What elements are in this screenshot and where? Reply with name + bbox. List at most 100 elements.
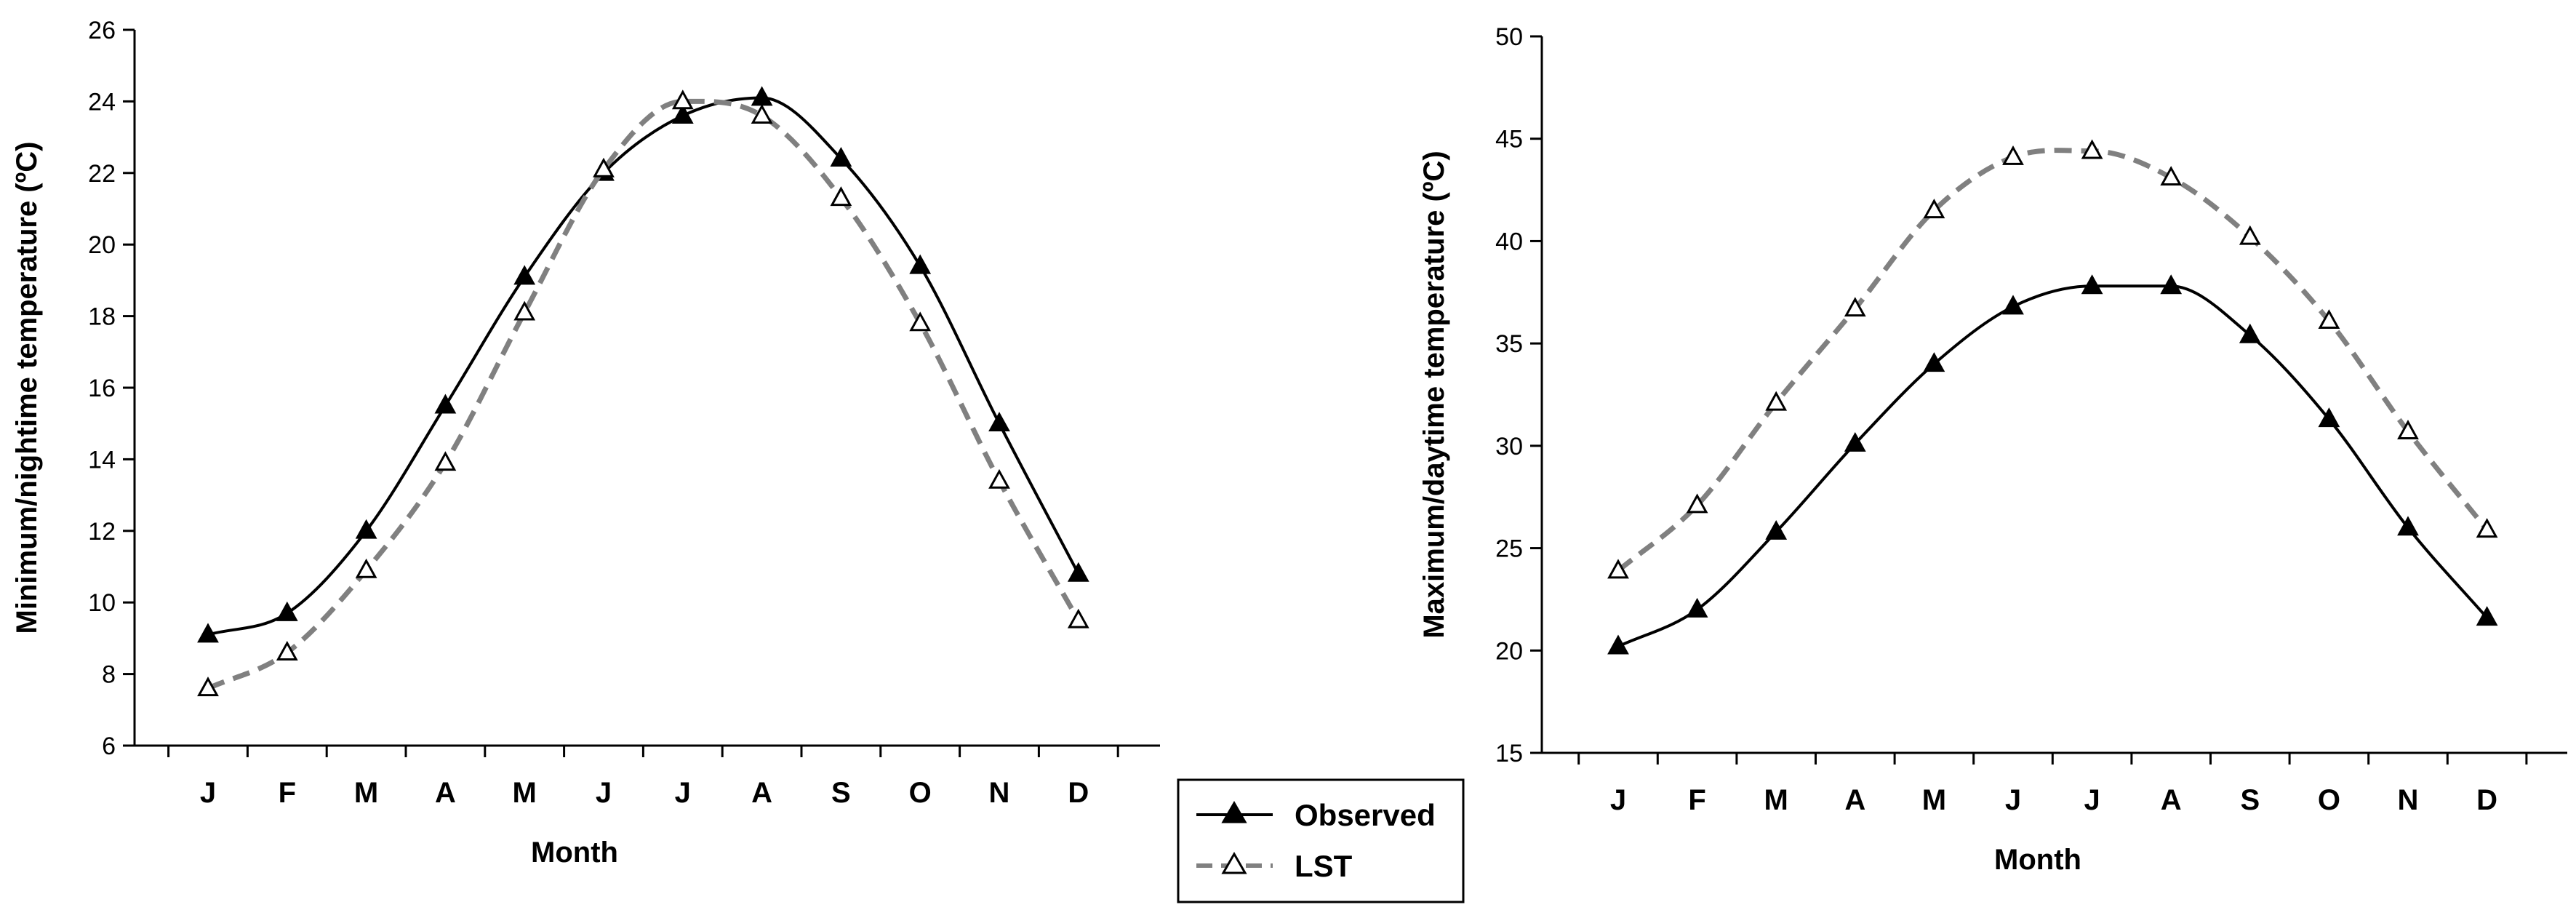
x-tick-label: J [200,777,216,809]
x-tick-label: M [354,777,378,809]
y-axis-title: Maximum/daytime temperature (ºC) [1418,151,1450,638]
y-tick-label: 14 [88,446,116,474]
observed-point [1686,597,1708,618]
y-tick-label: 22 [88,160,116,188]
y-tick-label: 40 [1495,228,1523,255]
x-axis-title: Month [1994,844,2081,876]
y-tick-label: 50 [1495,23,1523,51]
observed-point [197,623,219,643]
y-tick-label: 10 [88,589,116,617]
x-tick-label: J [2084,784,2100,816]
lst-point [2239,225,2261,245]
x-tick-label: F [1688,784,1705,816]
observed-point [2081,274,2103,295]
observed-point [2318,407,2340,428]
observed-point [513,265,536,285]
lst-point [2397,420,2419,440]
lst-point [355,558,377,578]
observed-point [2160,274,2183,295]
y-tick-label: 45 [1495,126,1523,153]
legend-observed-label: Observed [1295,798,1436,832]
observed-point [988,412,1010,432]
y-tick-label: 15 [1495,740,1523,767]
lst-point [593,157,615,177]
y-tick-label: 8 [102,661,116,689]
series-observed-line [207,96,1080,636]
x-tick-label: M [513,777,537,809]
y-tick-label: 24 [88,88,116,116]
observed-point [671,103,694,124]
x-tick-label: S [2240,784,2260,816]
legend: Observed LST [1177,778,1465,903]
legend-box [1177,778,1465,903]
y-tick-label: 6 [102,733,116,760]
x-tick-label: M [1922,784,1946,816]
lst-point [1686,493,1708,514]
observed-point [830,147,852,167]
x-tick-label: N [2398,784,2419,816]
y-axis-title: Minimum/nightime temperature (ºC) [11,142,43,634]
lst-point [2002,145,2024,165]
x-tick-label: M [1764,784,1788,816]
observed-point [1844,431,1866,452]
x-tick-label: D [2476,784,2497,816]
x-tick-label: F [279,777,296,809]
x-tick-label: A [1844,784,1865,816]
x-tick-label: S [831,777,851,809]
lst-point [2476,518,2498,538]
y-tick-label: 20 [1495,637,1523,665]
y-tick-label: 26 [88,17,116,44]
lst-point [2318,309,2340,330]
lst-point [1607,559,1629,579]
lst-point [2081,139,2103,159]
x-tick-label: A [751,777,772,809]
chart-minimum-nighttime: 6 8 10 12 14 16 18 20 22 24 26 J F M A M J J A S O N D Month Min… [11,17,1160,869]
y-tick-label: 12 [88,518,116,546]
observed-point [2239,323,2261,343]
x-tick-label: O [2318,784,2340,816]
y-tick-label: 25 [1495,535,1523,563]
lst-point [2160,166,2183,186]
lst-point [197,676,219,697]
observed-point [1923,352,1945,372]
lst-point [909,311,932,332]
x-tick-label: J [2005,784,2021,816]
observed-point [2476,606,2498,626]
observed-point [2002,295,2024,315]
lst-point [434,451,457,471]
y-tick-label: 18 [88,303,116,331]
lst-point [1765,391,1788,411]
series-lst-line [1616,148,2489,573]
observed-point [909,254,932,274]
x-tick-label: J [596,777,612,809]
x-tick-label: A [435,777,456,809]
legend-lst-marker [1221,851,1247,874]
observed-point [2397,516,2419,536]
y-tick-label: 20 [88,231,116,259]
x-tick-label: O [909,777,932,809]
observed-point [276,601,298,621]
x-tick-label: J [1610,784,1626,816]
lst-point [671,89,694,110]
observed-point [355,519,377,539]
y-tick-label: 30 [1495,433,1523,460]
lst-point [513,300,536,321]
chart-maximum-daytime: 15 20 25 30 35 40 45 50 J F M A M J J A S O N D Month Maximum… [1418,23,2567,876]
observed-point [434,394,457,414]
lst-point [1067,608,1089,628]
series-lst-line [207,98,1081,691]
lst-point [751,103,773,124]
lst-point [276,640,298,660]
lst-point [1844,297,1866,317]
lst-point [988,468,1010,489]
lst-point [830,186,852,207]
lst-point [1923,199,1945,219]
observed-point [1765,519,1788,540]
y-tick-label: 35 [1495,330,1523,358]
x-tick-label: D [1068,777,1089,809]
x-tick-label: J [675,777,691,809]
observed-point [1607,634,1629,655]
legend-lst-label: LST [1295,849,1353,883]
legend-observed-marker [1221,800,1247,823]
